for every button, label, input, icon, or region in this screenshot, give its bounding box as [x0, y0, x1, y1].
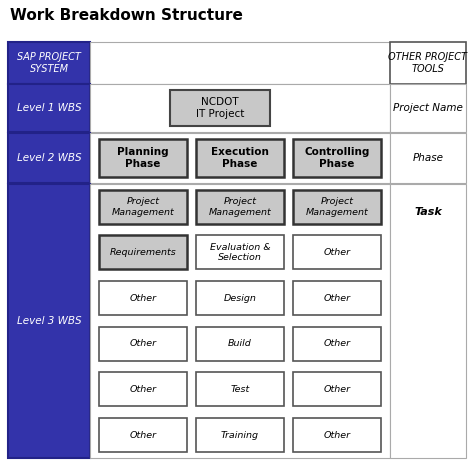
FancyBboxPatch shape: [390, 184, 466, 458]
FancyBboxPatch shape: [390, 42, 466, 84]
FancyBboxPatch shape: [99, 281, 187, 315]
Text: Execution
Phase: Execution Phase: [211, 147, 269, 169]
FancyBboxPatch shape: [99, 418, 187, 452]
FancyBboxPatch shape: [99, 139, 187, 177]
Text: NCDOT
IT Project: NCDOT IT Project: [196, 97, 244, 119]
FancyBboxPatch shape: [196, 418, 284, 452]
Text: Project
Management: Project Management: [111, 197, 174, 217]
FancyBboxPatch shape: [196, 372, 284, 406]
Text: Requirements: Requirements: [109, 248, 176, 257]
Text: Project
Management: Project Management: [209, 197, 272, 217]
FancyBboxPatch shape: [99, 327, 187, 361]
FancyBboxPatch shape: [99, 235, 187, 270]
Text: Work Breakdown Structure: Work Breakdown Structure: [10, 8, 243, 23]
Text: Level 2 WBS: Level 2 WBS: [17, 153, 82, 163]
FancyBboxPatch shape: [196, 190, 284, 224]
Text: Phase: Phase: [412, 153, 444, 163]
Text: Test: Test: [230, 385, 250, 394]
Text: Design: Design: [224, 294, 256, 303]
Text: SAP PROJECT
SYSTEM: SAP PROJECT SYSTEM: [17, 52, 81, 74]
Text: Other: Other: [323, 339, 350, 348]
Text: Evaluation &
Selection: Evaluation & Selection: [210, 243, 270, 262]
FancyBboxPatch shape: [196, 139, 284, 177]
FancyBboxPatch shape: [90, 84, 390, 132]
FancyBboxPatch shape: [99, 372, 187, 406]
FancyBboxPatch shape: [8, 84, 90, 132]
Text: Other: Other: [323, 385, 350, 394]
FancyBboxPatch shape: [170, 90, 270, 126]
FancyBboxPatch shape: [293, 418, 381, 452]
FancyBboxPatch shape: [293, 372, 381, 406]
Text: Training: Training: [221, 431, 259, 440]
FancyBboxPatch shape: [196, 281, 284, 315]
FancyBboxPatch shape: [8, 184, 90, 458]
Text: Planning
Phase: Planning Phase: [117, 147, 169, 169]
Text: Task: Task: [414, 207, 442, 217]
FancyBboxPatch shape: [390, 133, 466, 183]
FancyBboxPatch shape: [90, 42, 390, 84]
FancyBboxPatch shape: [8, 42, 90, 84]
Text: Other: Other: [129, 294, 156, 303]
Text: Build: Build: [228, 339, 252, 348]
Text: Other: Other: [323, 431, 350, 440]
Text: OTHER PROJECT
TOOLS: OTHER PROJECT TOOLS: [389, 52, 467, 74]
FancyBboxPatch shape: [293, 139, 381, 177]
Text: Other: Other: [323, 294, 350, 303]
Text: Controlling
Phase: Controlling Phase: [304, 147, 370, 169]
Text: Level 3 WBS: Level 3 WBS: [17, 316, 82, 326]
FancyBboxPatch shape: [99, 190, 187, 224]
FancyBboxPatch shape: [196, 235, 284, 270]
Text: Level 1 WBS: Level 1 WBS: [17, 103, 82, 113]
Text: Project
Management: Project Management: [306, 197, 368, 217]
FancyBboxPatch shape: [293, 190, 381, 224]
FancyBboxPatch shape: [293, 235, 381, 270]
Text: Other: Other: [129, 385, 156, 394]
FancyBboxPatch shape: [196, 327, 284, 361]
Text: Other: Other: [129, 431, 156, 440]
FancyBboxPatch shape: [8, 133, 90, 183]
FancyBboxPatch shape: [293, 281, 381, 315]
Text: Project Name: Project Name: [393, 103, 463, 113]
Text: Other: Other: [323, 248, 350, 257]
FancyBboxPatch shape: [390, 84, 466, 132]
FancyBboxPatch shape: [90, 184, 390, 458]
Text: Other: Other: [129, 339, 156, 348]
FancyBboxPatch shape: [90, 133, 390, 183]
FancyBboxPatch shape: [293, 327, 381, 361]
